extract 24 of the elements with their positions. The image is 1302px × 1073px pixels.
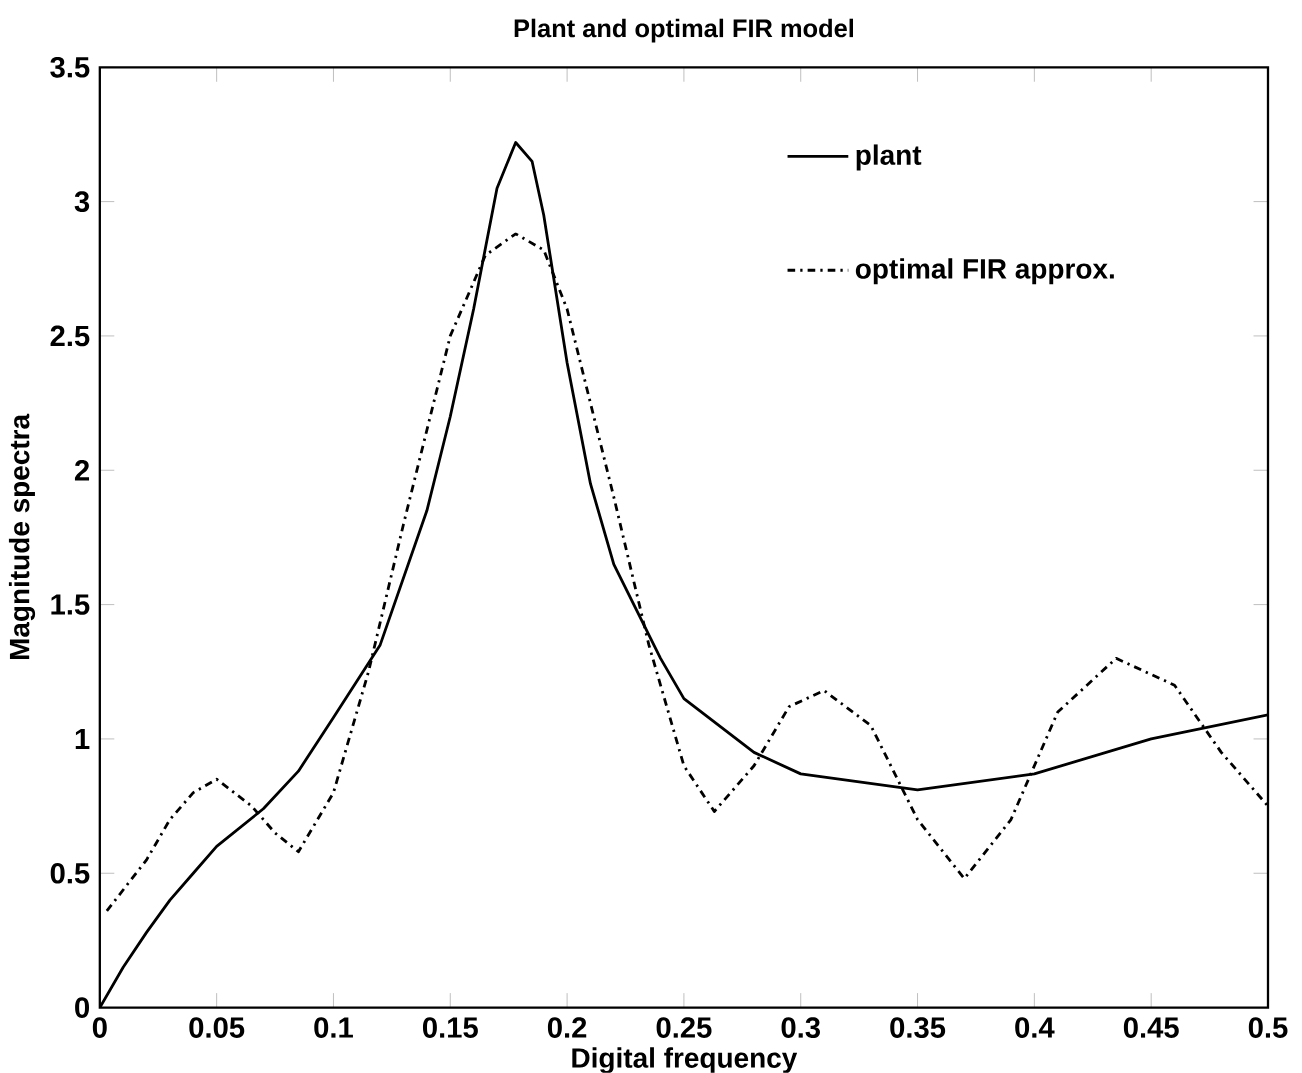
x-tick-label: 0.35 <box>890 1017 946 1039</box>
y-tick-label: 2.5 <box>50 325 90 347</box>
x-axis-title: Digital frequency <box>572 1047 798 1073</box>
y-tick-label: 1.5 <box>51 594 90 615</box>
x-tick-label: 0 <box>92 1017 107 1039</box>
x-tick-label: 0.25 <box>656 1017 712 1039</box>
x-tick-label: 0.3 <box>781 1017 820 1039</box>
legend-label: plant <box>856 144 922 171</box>
x-tick-label: 0.15 <box>422 1017 478 1039</box>
x-tick-label: 0.05 <box>189 1017 245 1039</box>
x-tick-label: 0.5 <box>1248 1017 1288 1039</box>
y-tick-label: 0 <box>75 997 90 1019</box>
y-tick-label: 3.5 <box>50 57 90 78</box>
y-tick-label: 1 <box>75 729 90 750</box>
x-tick-label: 0.1 <box>314 1017 353 1039</box>
x-tick-label: 0.4 <box>1015 1017 1055 1039</box>
y-tick-label: 3 <box>74 191 90 213</box>
y-tick-label: 2 <box>74 460 90 481</box>
legend-label: optimal FIR approx. <box>855 258 1114 285</box>
chart-title: Plant and optimal FIR model <box>514 18 854 43</box>
x-tick-label: 0.2 <box>547 1017 587 1039</box>
x-tick-label: 0.45 <box>1123 1017 1179 1039</box>
y-axis-title: Magnitude spectra <box>8 413 36 660</box>
y-tick-label: 0.5 <box>50 863 90 884</box>
